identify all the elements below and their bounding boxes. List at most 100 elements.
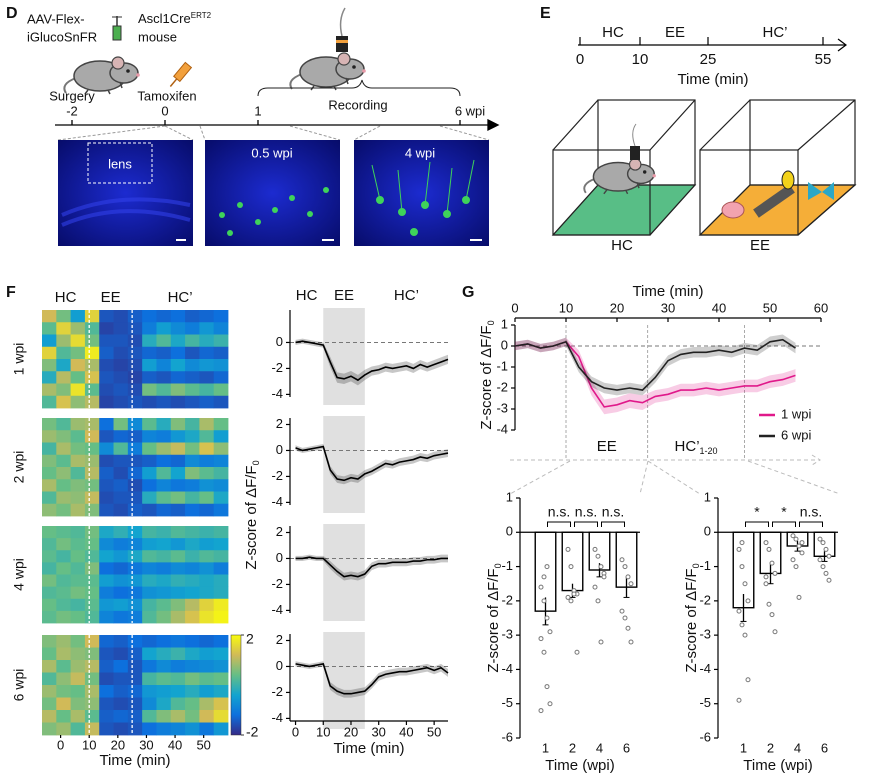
y-axis-label-main: Z-score of ΔF/F xyxy=(243,465,260,569)
heatmap-cell xyxy=(185,526,200,539)
x-tick-label: 0 xyxy=(511,300,518,315)
y-tick-label: -2 xyxy=(271,468,283,483)
heatmap-cell xyxy=(185,310,200,323)
heatmap-cell xyxy=(113,383,129,397)
g-connectors xyxy=(509,454,841,495)
heatmap-cell xyxy=(56,442,72,456)
heatmap-cell xyxy=(142,430,157,443)
heatmap-cell xyxy=(70,598,86,612)
y-tick-label: 1 xyxy=(704,489,711,504)
heatmap-cell xyxy=(70,610,86,624)
data-point xyxy=(793,536,799,542)
heatmap-cell xyxy=(113,672,129,686)
data-point xyxy=(772,629,778,635)
data-point xyxy=(796,543,802,549)
heatmap-cell xyxy=(42,685,57,698)
significance-label: n.s. xyxy=(548,504,571,520)
heatmap-cell xyxy=(56,722,72,736)
data-point xyxy=(823,546,829,552)
heatmap-cell xyxy=(170,334,186,348)
heatmap-cell xyxy=(142,647,157,661)
recording-label: Recording xyxy=(328,97,387,112)
annotation-main: HC’ xyxy=(675,438,700,455)
heatmap-cell xyxy=(142,454,157,468)
heatmap-cell xyxy=(142,479,157,492)
y-axis-label: Z-score of ΔF/F0 xyxy=(243,460,261,569)
heatmap-cell xyxy=(142,383,157,397)
heatmap-cell xyxy=(142,550,157,563)
heatmap-cell xyxy=(113,454,129,468)
heatmap-cell xyxy=(42,660,57,673)
heatmap-cell xyxy=(56,503,72,517)
data-point xyxy=(739,540,745,546)
significance-label: n.s. xyxy=(602,504,625,520)
data-point xyxy=(820,564,826,570)
data-point xyxy=(736,608,742,614)
heatmap-cell xyxy=(56,598,72,612)
heatmap-cell xyxy=(127,503,143,517)
data-point xyxy=(592,546,598,552)
heatmap-cell xyxy=(113,479,129,492)
heatmap-cell xyxy=(156,647,172,661)
tamoxifen-syringe xyxy=(169,61,193,87)
heatmap-cell xyxy=(70,395,86,409)
heatmap-cell xyxy=(113,371,129,384)
legend-label: 1 wpi xyxy=(781,406,811,421)
heatmap-cell xyxy=(56,467,72,480)
heatmap-cell xyxy=(84,635,100,648)
heatmap-cell xyxy=(127,491,143,505)
heatmap-cell xyxy=(170,310,186,323)
heatmap-cell xyxy=(170,346,186,360)
mouse-icon xyxy=(289,52,367,91)
heatmap-cell xyxy=(70,322,86,335)
data-point xyxy=(541,598,547,604)
heatmap-cell xyxy=(127,672,143,686)
heatmap-cell xyxy=(199,586,215,600)
heatmap-cell xyxy=(99,635,114,648)
heatmap-cell xyxy=(99,610,114,624)
heatmap-cell xyxy=(113,503,129,517)
heatmap-cell xyxy=(213,430,229,443)
heatmap-cell xyxy=(185,685,200,698)
heatmap-cell xyxy=(213,322,229,335)
y-tick-label: -2 xyxy=(496,379,508,394)
heatmap-cell xyxy=(185,635,200,648)
line-series xyxy=(295,445,449,482)
data-point xyxy=(796,594,802,600)
heatmap-cell xyxy=(84,586,100,600)
y-tick-label: -1 xyxy=(501,558,513,573)
y-tick-label: -3 xyxy=(699,627,711,642)
heatmap-cell xyxy=(142,346,157,360)
heatmap-cell xyxy=(99,722,114,736)
heatmap-cell xyxy=(127,660,143,673)
x-tick-label: 40 xyxy=(168,737,182,752)
timeline-tick: 6 wpi xyxy=(455,103,485,118)
heatmap-cell xyxy=(99,359,114,372)
heatmap-cell xyxy=(142,672,157,686)
image-label: 0.5 wpi xyxy=(251,145,292,160)
data-point xyxy=(772,570,778,576)
heatmap-cell xyxy=(185,710,200,723)
bar xyxy=(561,531,584,592)
timeline-tick: -2 xyxy=(66,103,78,118)
heatmap-cell xyxy=(142,610,157,624)
y-tick-label: 0 xyxy=(276,658,283,673)
heatmap-cell xyxy=(156,418,172,431)
heatmap-cell xyxy=(70,418,86,431)
heatmap-cell xyxy=(99,371,114,384)
heatmap-cell xyxy=(199,503,215,517)
significance-bracket xyxy=(772,521,796,527)
heatmap-cell xyxy=(56,574,72,588)
cable xyxy=(632,123,637,147)
heatmap-cell xyxy=(213,685,229,698)
colorbar-label: -2 xyxy=(246,724,259,740)
data-point xyxy=(766,601,772,607)
data-point xyxy=(742,632,748,638)
heatmap-cell xyxy=(213,359,229,372)
heatmap-cell xyxy=(70,635,86,648)
data-point xyxy=(625,574,631,580)
heatmap-cell xyxy=(127,710,143,723)
heatmap-cell xyxy=(170,598,186,612)
heatmap-cell xyxy=(42,526,57,539)
heatmap-cell xyxy=(170,503,186,517)
